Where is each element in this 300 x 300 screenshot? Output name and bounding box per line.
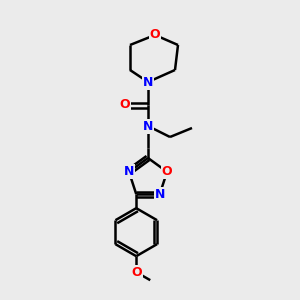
Text: O: O xyxy=(162,165,172,178)
Text: N: N xyxy=(143,119,153,133)
Text: O: O xyxy=(120,98,130,112)
Text: O: O xyxy=(131,266,142,279)
Text: N: N xyxy=(124,165,134,178)
Text: N: N xyxy=(143,76,153,88)
Text: O: O xyxy=(150,28,160,41)
Text: N: N xyxy=(154,188,165,201)
